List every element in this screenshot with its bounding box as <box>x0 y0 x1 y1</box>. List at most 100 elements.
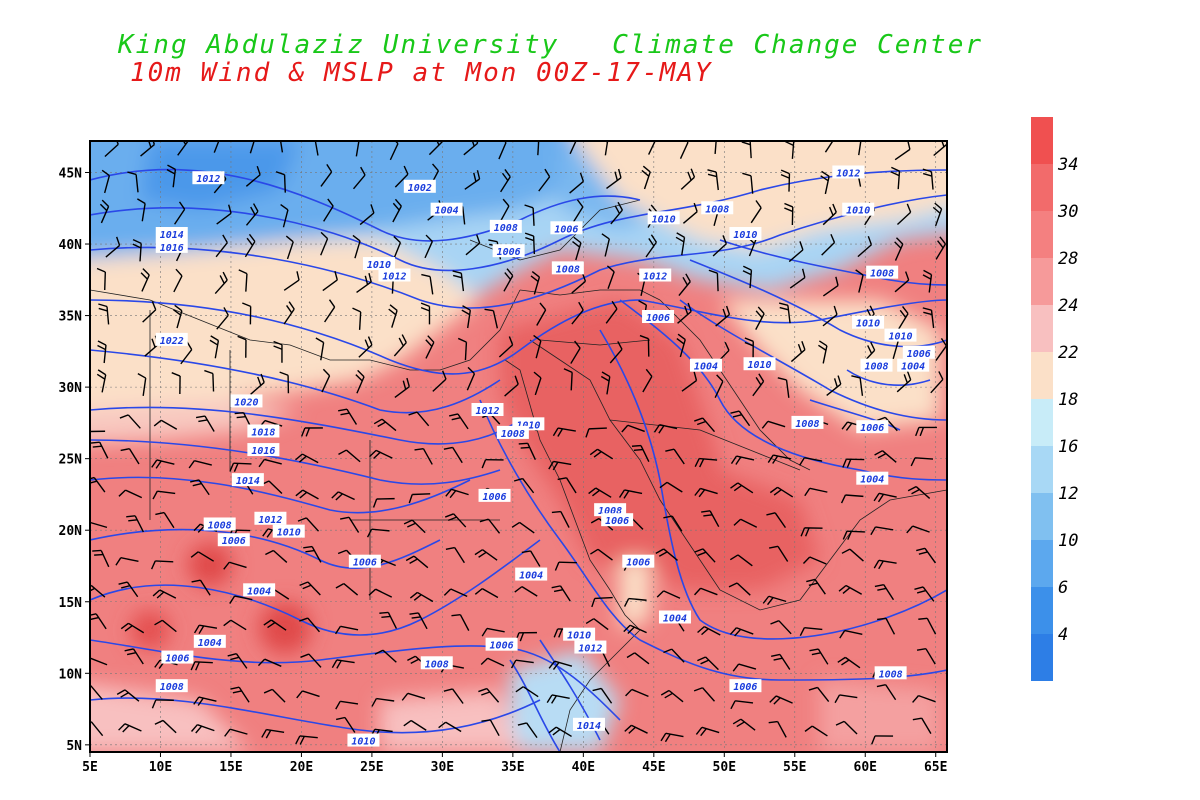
wind-barb <box>730 482 754 494</box>
wind-barb <box>910 457 934 467</box>
wind-barb <box>301 427 323 437</box>
wind-barb <box>90 721 104 737</box>
wind-barb <box>115 557 139 566</box>
svg-text:1014: 1014 <box>160 230 184 241</box>
wind-barb <box>609 341 623 364</box>
wind-barb <box>536 302 547 326</box>
wind-barb <box>842 458 865 468</box>
isobar-label: 1008 <box>791 415 824 430</box>
wind-barb <box>761 420 786 429</box>
wind-barbs <box>90 141 947 745</box>
wind-barb <box>242 302 252 325</box>
wind-barb <box>623 624 647 634</box>
wind-barb <box>771 653 791 670</box>
wind-barb <box>799 457 823 466</box>
wind-barb <box>478 687 500 703</box>
wind-barb <box>151 699 174 709</box>
isobar-label: 1006 <box>478 488 511 503</box>
wind-barb <box>297 517 320 532</box>
wind-barb <box>245 203 259 226</box>
wind-barb <box>621 424 645 433</box>
isobar-labels: 1012 1002 1004 1008 1006 1008 1010 1010 1012 1010… <box>155 165 935 748</box>
wind-barb <box>190 551 215 562</box>
wind-barb <box>193 624 218 635</box>
map-frame <box>89 140 948 753</box>
wind-barb <box>275 171 286 193</box>
wind-barb <box>935 337 947 361</box>
isobar-label: 1004 <box>430 202 463 217</box>
wind-barb <box>373 418 397 432</box>
svg-text:1018: 1018 <box>251 427 275 438</box>
y-tick-label: 40N <box>59 238 83 253</box>
svg-text:1010: 1010 <box>733 230 757 241</box>
wind-barb <box>784 141 795 159</box>
wind-barb <box>780 169 791 192</box>
svg-text:1010: 1010 <box>516 420 540 431</box>
wind-barb <box>190 479 210 496</box>
wind-barb <box>855 269 864 293</box>
colorbar-swatch <box>1031 587 1053 634</box>
wind-barb <box>461 305 472 329</box>
wind-barb <box>572 236 582 261</box>
wind-barb <box>533 371 542 396</box>
wind-barb <box>173 304 183 329</box>
wind-barb <box>571 301 584 325</box>
wind-barb <box>655 548 678 562</box>
wind-barb <box>393 334 407 357</box>
wind-barb <box>457 337 468 361</box>
wind-barb <box>334 625 359 635</box>
wind-barb <box>548 726 572 738</box>
wind-barb <box>394 165 409 188</box>
isobar-label: 1004 <box>243 583 276 597</box>
wind-barb <box>697 656 719 671</box>
isobar-label: 1012 <box>832 165 865 179</box>
colorbar-label: 24 <box>1058 296 1078 316</box>
wind-barb <box>136 198 146 222</box>
wind-barb <box>216 307 229 330</box>
isobar-label: 1018 <box>247 424 280 438</box>
isobar-label: 1008 <box>860 358 893 373</box>
isobar-label: 1010 <box>729 227 762 241</box>
svg-text:1008: 1008 <box>556 264 580 275</box>
wind-barb <box>533 334 542 359</box>
wind-barb <box>424 234 433 259</box>
isobar-label: 1012 <box>471 403 504 417</box>
wind-barb <box>481 459 504 469</box>
colorbar-swatch <box>1031 634 1053 681</box>
svg-text:1006: 1006 <box>646 313 670 324</box>
wind-barb <box>518 442 536 460</box>
wind-barb <box>592 687 613 704</box>
wind-barb <box>808 686 830 703</box>
wind-barb <box>300 653 322 668</box>
isobar-label: 1008 <box>701 201 734 215</box>
wind-barb <box>258 458 282 468</box>
wind-barb <box>279 141 284 153</box>
wind-barb <box>118 723 142 733</box>
wind-barb <box>392 198 402 223</box>
x-tick-label: 45E <box>642 760 665 775</box>
wind-barb <box>331 659 355 669</box>
isobar-label: 1010 <box>842 202 875 217</box>
wind-barb <box>708 269 719 292</box>
wind-barb <box>105 236 121 258</box>
wind-barb <box>438 721 462 733</box>
wind-barb <box>498 336 514 358</box>
wind-barb <box>504 375 519 397</box>
svg-text:1002: 1002 <box>408 183 432 194</box>
wind-barb <box>552 427 576 437</box>
colorbar-label: 16 <box>1058 437 1078 457</box>
isobar-label: 1016 <box>155 239 188 254</box>
wind-barb <box>97 340 107 364</box>
svg-text:1006: 1006 <box>490 641 514 652</box>
wind-barb <box>295 453 319 464</box>
wind-barb <box>331 491 355 501</box>
wind-barb <box>606 168 622 189</box>
svg-text:1014: 1014 <box>236 476 260 487</box>
wind-barb <box>249 141 255 154</box>
colorbar-label: 10 <box>1058 531 1078 551</box>
isobar-label: 1010 <box>272 524 305 539</box>
wind-barb <box>366 528 390 538</box>
wind-barb <box>840 494 864 504</box>
wind-barb <box>215 234 228 258</box>
